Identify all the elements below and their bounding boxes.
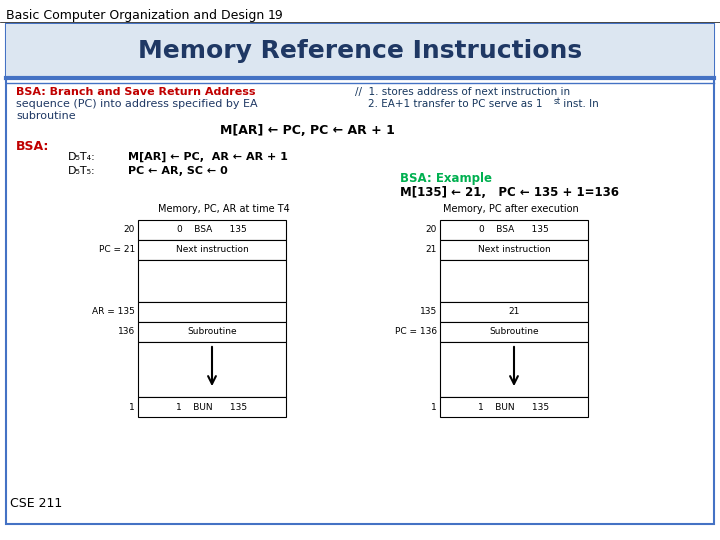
Text: PC = 21: PC = 21 bbox=[99, 246, 135, 254]
Text: D₅T₄:: D₅T₄: bbox=[68, 152, 96, 162]
Text: D₅T₅:: D₅T₅: bbox=[68, 166, 96, 176]
Text: M[AR] ← PC,  AR ← AR + 1: M[AR] ← PC, AR ← AR + 1 bbox=[128, 152, 288, 162]
Text: 0    BSA      135: 0 BSA 135 bbox=[479, 226, 549, 234]
Text: BSA: Branch and Save Return Address: BSA: Branch and Save Return Address bbox=[16, 87, 256, 97]
Text: 136: 136 bbox=[118, 327, 135, 336]
Text: Next instruction: Next instruction bbox=[176, 246, 248, 254]
Text: M[AR] ← PC, PC ← AR + 1: M[AR] ← PC, PC ← AR + 1 bbox=[220, 124, 395, 137]
Text: //  1. stores address of next instruction in: // 1. stores address of next instruction… bbox=[355, 87, 570, 97]
Bar bbox=[440, 397, 588, 417]
Text: 135: 135 bbox=[420, 307, 437, 316]
Bar bbox=[440, 342, 588, 397]
Text: 20: 20 bbox=[124, 226, 135, 234]
Bar bbox=[440, 322, 588, 342]
Text: PC = 136: PC = 136 bbox=[395, 327, 437, 336]
Text: Subroutine: Subroutine bbox=[187, 327, 237, 336]
Text: 21: 21 bbox=[508, 307, 520, 316]
Bar bbox=[440, 260, 588, 302]
Bar bbox=[138, 220, 286, 240]
Bar bbox=[138, 322, 286, 342]
Text: BSA: Example: BSA: Example bbox=[400, 172, 492, 185]
Bar bbox=[440, 240, 588, 260]
Text: inst. In: inst. In bbox=[560, 99, 599, 109]
Bar bbox=[138, 302, 286, 322]
Text: PC ← AR, SC ← 0: PC ← AR, SC ← 0 bbox=[128, 166, 228, 176]
Text: st: st bbox=[554, 97, 561, 106]
Bar bbox=[138, 240, 286, 260]
Bar bbox=[138, 260, 286, 302]
Text: Subroutine: Subroutine bbox=[489, 327, 539, 336]
Text: sequence (PC) into address specified by EA: sequence (PC) into address specified by … bbox=[16, 99, 258, 109]
Text: 19: 19 bbox=[268, 9, 284, 22]
Text: Memory, PC after execution: Memory, PC after execution bbox=[443, 204, 579, 214]
Text: AR = 135: AR = 135 bbox=[92, 307, 135, 316]
Text: BSA:: BSA: bbox=[16, 140, 50, 153]
Text: 1    BUN      135: 1 BUN 135 bbox=[478, 402, 549, 411]
Text: Next instruction: Next instruction bbox=[477, 246, 550, 254]
Text: 1    BUN      135: 1 BUN 135 bbox=[176, 402, 248, 411]
Text: M[135] ← 21,   PC ← 135 + 1=136: M[135] ← 21, PC ← 135 + 1=136 bbox=[400, 186, 619, 199]
Bar bbox=[138, 397, 286, 417]
Bar bbox=[6, 24, 714, 78]
Text: 2. EA+1 transfer to PC serve as 1: 2. EA+1 transfer to PC serve as 1 bbox=[355, 99, 542, 109]
Text: Memory Reference Instructions: Memory Reference Instructions bbox=[138, 39, 582, 63]
Text: 20: 20 bbox=[426, 226, 437, 234]
Bar bbox=[440, 220, 588, 240]
Text: 0    BSA      135: 0 BSA 135 bbox=[177, 226, 247, 234]
Text: CSE 211: CSE 211 bbox=[10, 497, 62, 510]
Text: Memory, PC, AR at time T4: Memory, PC, AR at time T4 bbox=[158, 204, 289, 214]
Text: 1: 1 bbox=[431, 402, 437, 411]
Text: Basic Computer Organization and Design: Basic Computer Organization and Design bbox=[6, 9, 264, 22]
Text: 21: 21 bbox=[426, 246, 437, 254]
Text: subroutine: subroutine bbox=[16, 111, 76, 121]
Text: 1: 1 bbox=[130, 402, 135, 411]
Bar bbox=[138, 342, 286, 397]
Bar bbox=[440, 302, 588, 322]
